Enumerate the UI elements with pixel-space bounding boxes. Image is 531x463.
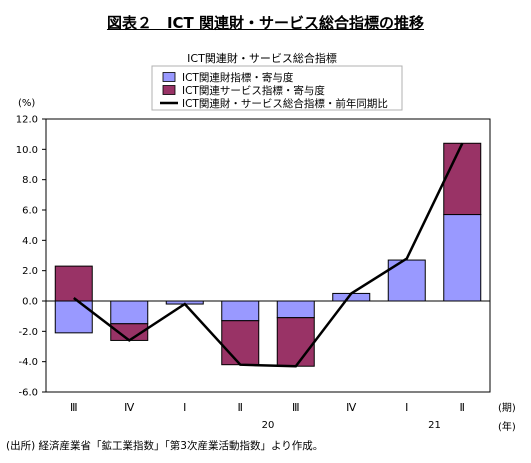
legend-box	[151, 65, 403, 111]
series-line-total-yoy	[73, 142, 464, 368]
bar-goods-4	[276, 300, 315, 319]
source-note: (出所) 経済産業省「鉱工業指数」「第3次産業活動指数」より作成。	[6, 440, 324, 452]
x-tick-label: Ⅲ	[292, 401, 300, 414]
bar-services-7	[443, 142, 482, 216]
legend-swatch-1	[162, 85, 176, 95]
x-unit-quarter: (期)	[498, 402, 516, 414]
legend: ICT関連財指標・寄与度ICT関連サービス指標・寄与度ICT関連財・サービス総合…	[160, 71, 388, 110]
y-tick-label: -2.0	[18, 327, 38, 338]
bar-goods-7	[443, 214, 482, 302]
bars	[54, 142, 482, 367]
y-tick-label: -6.0	[18, 388, 38, 399]
legend-swatch-0	[162, 72, 176, 82]
y-tick-label: 4.0	[22, 236, 38, 247]
y-axis-label: (%)	[18, 98, 35, 109]
bar-goods-3	[221, 300, 260, 322]
x-axis: Ⅲ Ⅳ Ⅰ Ⅱ Ⅲ Ⅳ Ⅰ Ⅱ 20 21	[70, 401, 465, 431]
y-axis: 12.0 10.0 8.0 6.0 4.0 2.0 0.0 -2.0 -4.0 -6.0	[16, 115, 46, 399]
y-tick-label: 2.0	[22, 266, 38, 277]
y-tick-label: -4.0	[18, 357, 38, 368]
x-tick-label: Ⅱ	[238, 401, 243, 414]
y-tick-label: 6.0	[22, 206, 38, 217]
x-tick-label: Ⅳ	[346, 401, 357, 414]
x-unit-year: (年)	[498, 420, 516, 433]
x-tick-label: Ⅰ	[183, 401, 186, 414]
y-tick-label: 12.0	[16, 115, 38, 126]
bar-services-3	[221, 320, 260, 366]
legend-label-0: ICT関連財指標・寄与度	[182, 71, 294, 84]
year-label: 20	[262, 420, 275, 431]
bar-goods-0	[54, 300, 93, 334]
x-tick-label: Ⅲ	[70, 401, 78, 414]
x-tick-label: Ⅳ	[124, 401, 135, 414]
bar-services-0	[54, 265, 93, 302]
chart-subtitle: ICT関連財・サービス総合指標	[187, 51, 337, 65]
y-tick-label: 8.0	[22, 175, 38, 186]
plot-frame	[45, 118, 491, 393]
bar-goods-1	[110, 300, 149, 325]
y-tick-label: 10.0	[16, 145, 38, 156]
chart-title: 図表２ ICT 関連財・サービス総合指標の推移	[106, 14, 425, 32]
x-tick-label: Ⅰ	[405, 401, 408, 414]
legend-label-2: ICT関連財・サービス総合指標・前年同期比	[182, 97, 388, 110]
y-tick-label: 0.0	[22, 297, 38, 308]
x-tick-label: Ⅱ	[460, 401, 465, 414]
bar-services-4	[276, 317, 315, 367]
legend-label-1: ICT関連サービス指標・寄与度	[182, 84, 325, 97]
year-label: 21	[428, 420, 441, 431]
